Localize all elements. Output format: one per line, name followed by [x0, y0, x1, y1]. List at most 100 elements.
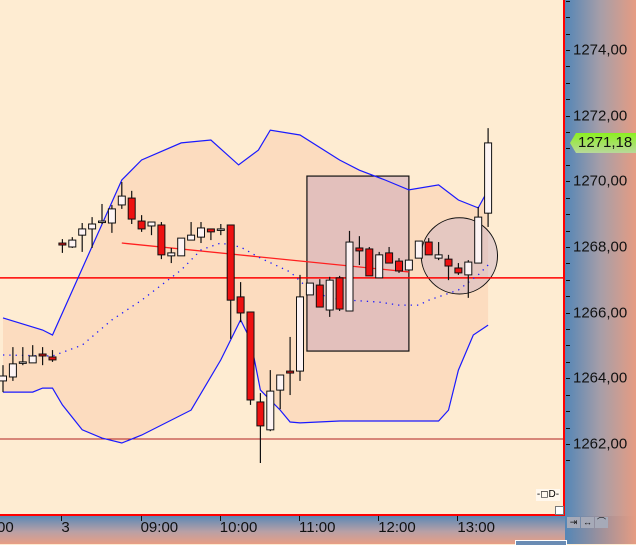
price-tick: [566, 164, 570, 166]
candle-down: [137, 220, 146, 230]
price-tick: [566, 312, 570, 314]
candle-up: [197, 227, 205, 238]
price-tick: [566, 17, 570, 19]
candle-up: [88, 223, 97, 230]
horizontal-scrollbar[interactable]: [515, 540, 567, 545]
highlight-circle: [420, 217, 499, 295]
price-tick: [566, 181, 570, 183]
candle-down: [424, 241, 433, 256]
price-tick-label: 1274,00: [573, 41, 628, 59]
candle-up: [8, 363, 17, 378]
price-tick-label: 1272,00: [573, 107, 628, 125]
candle-down: [127, 197, 136, 220]
candle-down: [226, 224, 235, 301]
candle-down: [454, 267, 463, 274]
trend-line: [121, 242, 409, 273]
price-tick: [566, 197, 570, 199]
candle-down: [385, 252, 394, 264]
candle-up: [98, 220, 106, 224]
price-tick: [566, 427, 570, 429]
price-tick: [566, 99, 570, 101]
price-tick: [566, 132, 570, 134]
time-tick-label: 3: [61, 519, 70, 536]
candle-down: [206, 228, 215, 233]
time-tick: [457, 516, 459, 521]
price-tick: [566, 394, 570, 396]
candle-up: [28, 355, 37, 364]
chart-style-icon[interactable]: ⌒: [595, 517, 608, 528]
time-tick-label: 09:00: [140, 519, 179, 536]
candle-up: [18, 361, 27, 364]
candle-up: [147, 221, 156, 227]
time-tick: [61, 516, 63, 521]
price-tick: [566, 296, 570, 298]
candle-down: [335, 277, 344, 310]
time-tick-label: 11:00: [299, 519, 336, 536]
candle-up: [305, 282, 314, 296]
candle-up: [276, 374, 285, 391]
price-tick: [566, 214, 570, 216]
candle-down: [48, 356, 57, 361]
price-tick: [566, 443, 570, 445]
price-tick: [566, 361, 570, 363]
scroll-left-icon[interactable]: ⇥: [567, 517, 580, 528]
time-axis[interactable]: 00 3 09:00 10:00 11:00 12:00 13:00: [0, 516, 565, 544]
candlestick-chart: [0, 128, 563, 464]
candle-down: [58, 242, 67, 246]
candle-up: [78, 228, 87, 236]
price-tick: [566, 460, 570, 462]
resize-handle-icon[interactable]: [555, 506, 564, 515]
price-tick-label: 1262,00: [573, 435, 628, 453]
candle-up: [117, 195, 126, 206]
price-tick: [566, 329, 570, 331]
candle-up: [434, 254, 443, 259]
price-axis[interactable]: 1262,00 1264,00 1266,00 1268,00 1270,00 1272,…: [565, 0, 636, 516]
candle-down: [365, 248, 374, 277]
candle-up: [404, 259, 413, 271]
time-tick-label: 00: [0, 519, 14, 536]
connector-icon[interactable]: -◻D-: [536, 489, 560, 501]
price-tick: [566, 246, 570, 248]
candle-up: [296, 296, 304, 372]
price-tick: [566, 263, 570, 265]
price-tick: [566, 378, 570, 380]
candle-down: [395, 260, 403, 272]
zoom-width-icon[interactable]: ↔: [581, 517, 594, 528]
candle-up: [177, 237, 186, 257]
price-tick: [566, 66, 570, 68]
candle-down: [286, 370, 295, 374]
last-price-tag: 1271,18: [570, 133, 636, 153]
candle-down: [444, 258, 453, 267]
candle-up: [266, 390, 275, 431]
bollinger-upper-line: [2, 129, 489, 336]
candle-up: [484, 142, 493, 214]
candle-up: [167, 252, 176, 257]
candle-up: [0, 375, 7, 382]
price-tick: [566, 82, 570, 84]
candle-down: [38, 353, 47, 357]
candle-up: [187, 234, 196, 241]
bollinger-band-fill: [3, 130, 489, 443]
candle-up: [345, 241, 354, 312]
price-tick: [566, 230, 570, 232]
price-tick: [566, 0, 570, 2]
price-tick: [566, 33, 570, 35]
time-tick: [299, 516, 300, 521]
price-tick-label: 1268,00: [573, 238, 628, 256]
time-tick: [219, 516, 221, 521]
candle-down: [315, 284, 324, 308]
price-tick: [566, 279, 570, 281]
chart-plot-area[interactable]: [0, 0, 565, 516]
candle-up: [68, 239, 77, 248]
price-tick: [566, 345, 570, 347]
time-tick-label: 12:00: [378, 519, 416, 536]
price-tick: [566, 411, 570, 413]
candle-down: [157, 224, 166, 256]
candle-down: [236, 296, 245, 314]
price-tick: [566, 148, 570, 150]
candle-down: [256, 401, 265, 427]
candle-down: [355, 247, 364, 252]
candle-up: [474, 216, 483, 264]
candle-up: [375, 254, 384, 279]
time-tick-label: 10:00: [219, 519, 258, 536]
